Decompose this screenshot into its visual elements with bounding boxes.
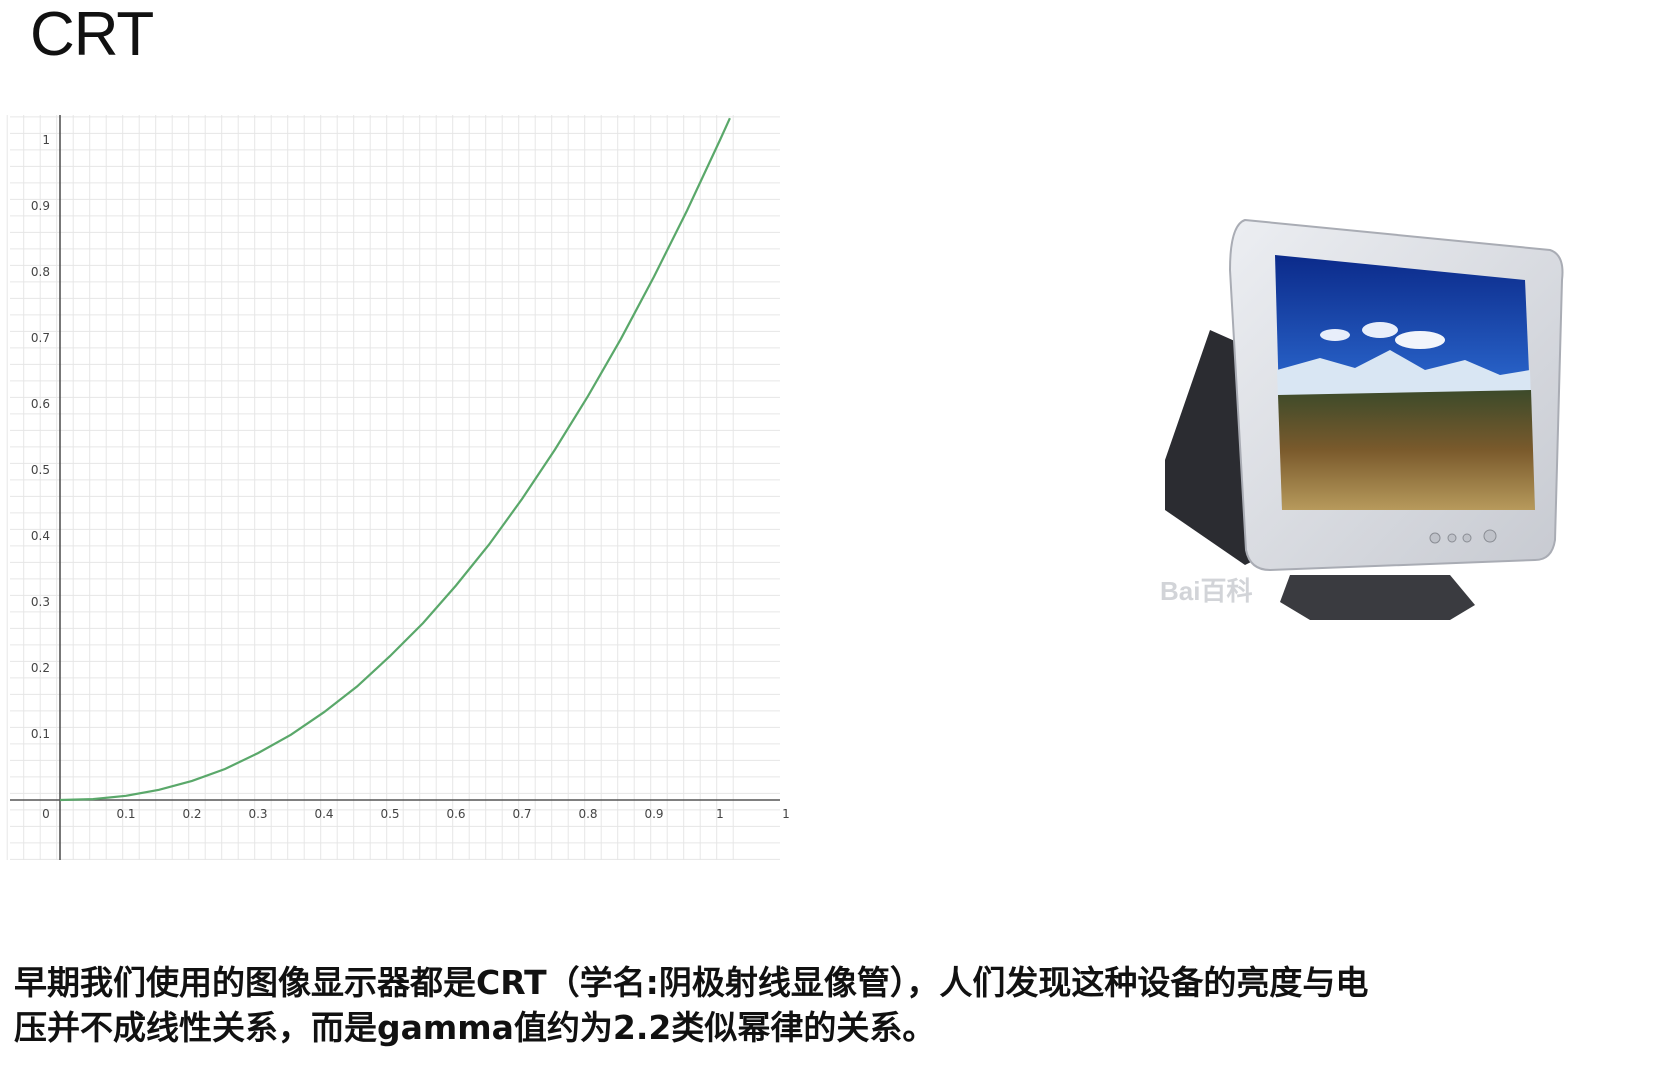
- y-tick-label: 0.8: [31, 265, 50, 279]
- y-tick-label: 0.2: [31, 661, 50, 675]
- x-tick-label: 0: [42, 807, 50, 821]
- x-tick-label: 0.1: [116, 807, 135, 821]
- gamma-chart: 0 0.1 0.2 0.3 0.4 0.5 0.6 0.7 0.8 0.9 1 1 0.1 0.2 0.3 0…: [6, 115, 790, 860]
- x-tick-label: 0.7: [512, 807, 531, 821]
- crt-monitor-image: Bai百科: [1160, 218, 1564, 620]
- x-tick-label: 0.5: [380, 807, 399, 821]
- y-tick-label: 0.1: [31, 727, 50, 741]
- y-tick-label: 0.9: [31, 199, 50, 213]
- x-tick-label: 0.9: [644, 807, 663, 821]
- series-line: [59, 117, 731, 802]
- caption-line-2: 压并不成线性关系，而是gamma值约为2.2类似幂律的关系。: [14, 1008, 936, 1047]
- caption-line-1: 早期我们使用的图像显示器都是CRT（学名:阴极射线显像管），人们发现这种设备的亮…: [14, 963, 1369, 1002]
- y-tick-label: 1: [42, 133, 50, 147]
- y-tick-label: 0.5: [31, 463, 50, 477]
- watermark: Bai百科: [1160, 576, 1252, 606]
- caption: 早期我们使用的图像显示器都是CRT（学名:阴极射线显像管），人们发现这种设备的亮…: [14, 960, 1634, 1050]
- x-tick-label: 1: [716, 807, 724, 821]
- y-tick-label: 0.3: [31, 595, 50, 609]
- screen-mountains: [1277, 350, 1531, 400]
- x-tick-label: 1: [782, 807, 790, 821]
- y-tick-label: 0.7: [31, 331, 50, 345]
- x-tick-label: 0.3: [248, 807, 267, 821]
- monitor-stand: [1280, 575, 1475, 620]
- x-tick-label: 0.8: [578, 807, 597, 821]
- x-tick-label: 0.4: [314, 807, 333, 821]
- y-tick-label: 0.4: [31, 529, 50, 543]
- screen-ground: [1278, 390, 1535, 510]
- y-tick-label: 0.6: [31, 397, 50, 411]
- x-tick-label: 0.2: [182, 807, 201, 821]
- slide-title: CRT: [30, 0, 154, 69]
- x-tick-label: 0.6: [446, 807, 465, 821]
